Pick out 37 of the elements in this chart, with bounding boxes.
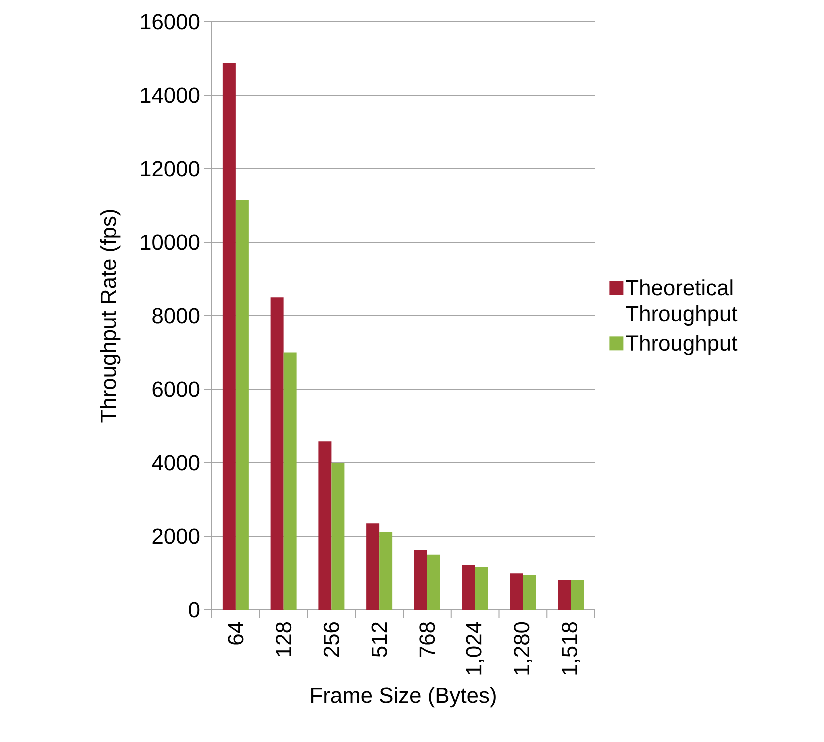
bar bbox=[571, 580, 584, 610]
bar bbox=[510, 574, 524, 610]
x-tick-label: 1,024 bbox=[466, 622, 484, 675]
bar bbox=[222, 63, 236, 610]
x-axis-title: Frame Size (Bytes) bbox=[312, 687, 496, 708]
y-tick-label: 10000 bbox=[141, 234, 200, 250]
bar bbox=[414, 550, 428, 610]
x-tick-label: 512 bbox=[372, 622, 388, 658]
bar bbox=[236, 200, 249, 610]
bar bbox=[462, 565, 476, 610]
y-tick-label: 0 bbox=[189, 602, 200, 618]
x-tick-label: 64 bbox=[228, 622, 244, 645]
y-tick-label: 16000 bbox=[141, 14, 200, 30]
bar bbox=[318, 442, 332, 610]
y-tick-label: 6000 bbox=[152, 382, 200, 398]
y-tick-label: 4000 bbox=[152, 455, 200, 471]
y-axis-title: Throughput Rate (fps) bbox=[100, 210, 121, 423]
legend-label: Throughput bbox=[626, 334, 738, 356]
y-tick-label: 12000 bbox=[141, 161, 200, 177]
x-tick-label: 128 bbox=[276, 622, 292, 656]
bar bbox=[523, 575, 536, 610]
bar bbox=[366, 524, 380, 610]
bar bbox=[284, 352, 297, 610]
bar bbox=[380, 532, 393, 610]
bar bbox=[427, 554, 440, 610]
x-tick-label: 1,280 bbox=[514, 622, 532, 675]
x-tick-label: 768 bbox=[420, 622, 436, 657]
y-tick-label: 8000 bbox=[152, 308, 200, 324]
y-tick-label: 2000 bbox=[152, 528, 200, 544]
x-tick-label: 1,518 bbox=[562, 622, 580, 675]
bar bbox=[332, 462, 345, 610]
x-tick-label: 256 bbox=[324, 622, 340, 657]
bar bbox=[558, 580, 572, 610]
bar bbox=[475, 567, 488, 610]
y-tick-label: 14000 bbox=[141, 88, 200, 104]
legend-label: Theoretical Throughput bbox=[626, 280, 738, 326]
bar bbox=[270, 298, 284, 610]
